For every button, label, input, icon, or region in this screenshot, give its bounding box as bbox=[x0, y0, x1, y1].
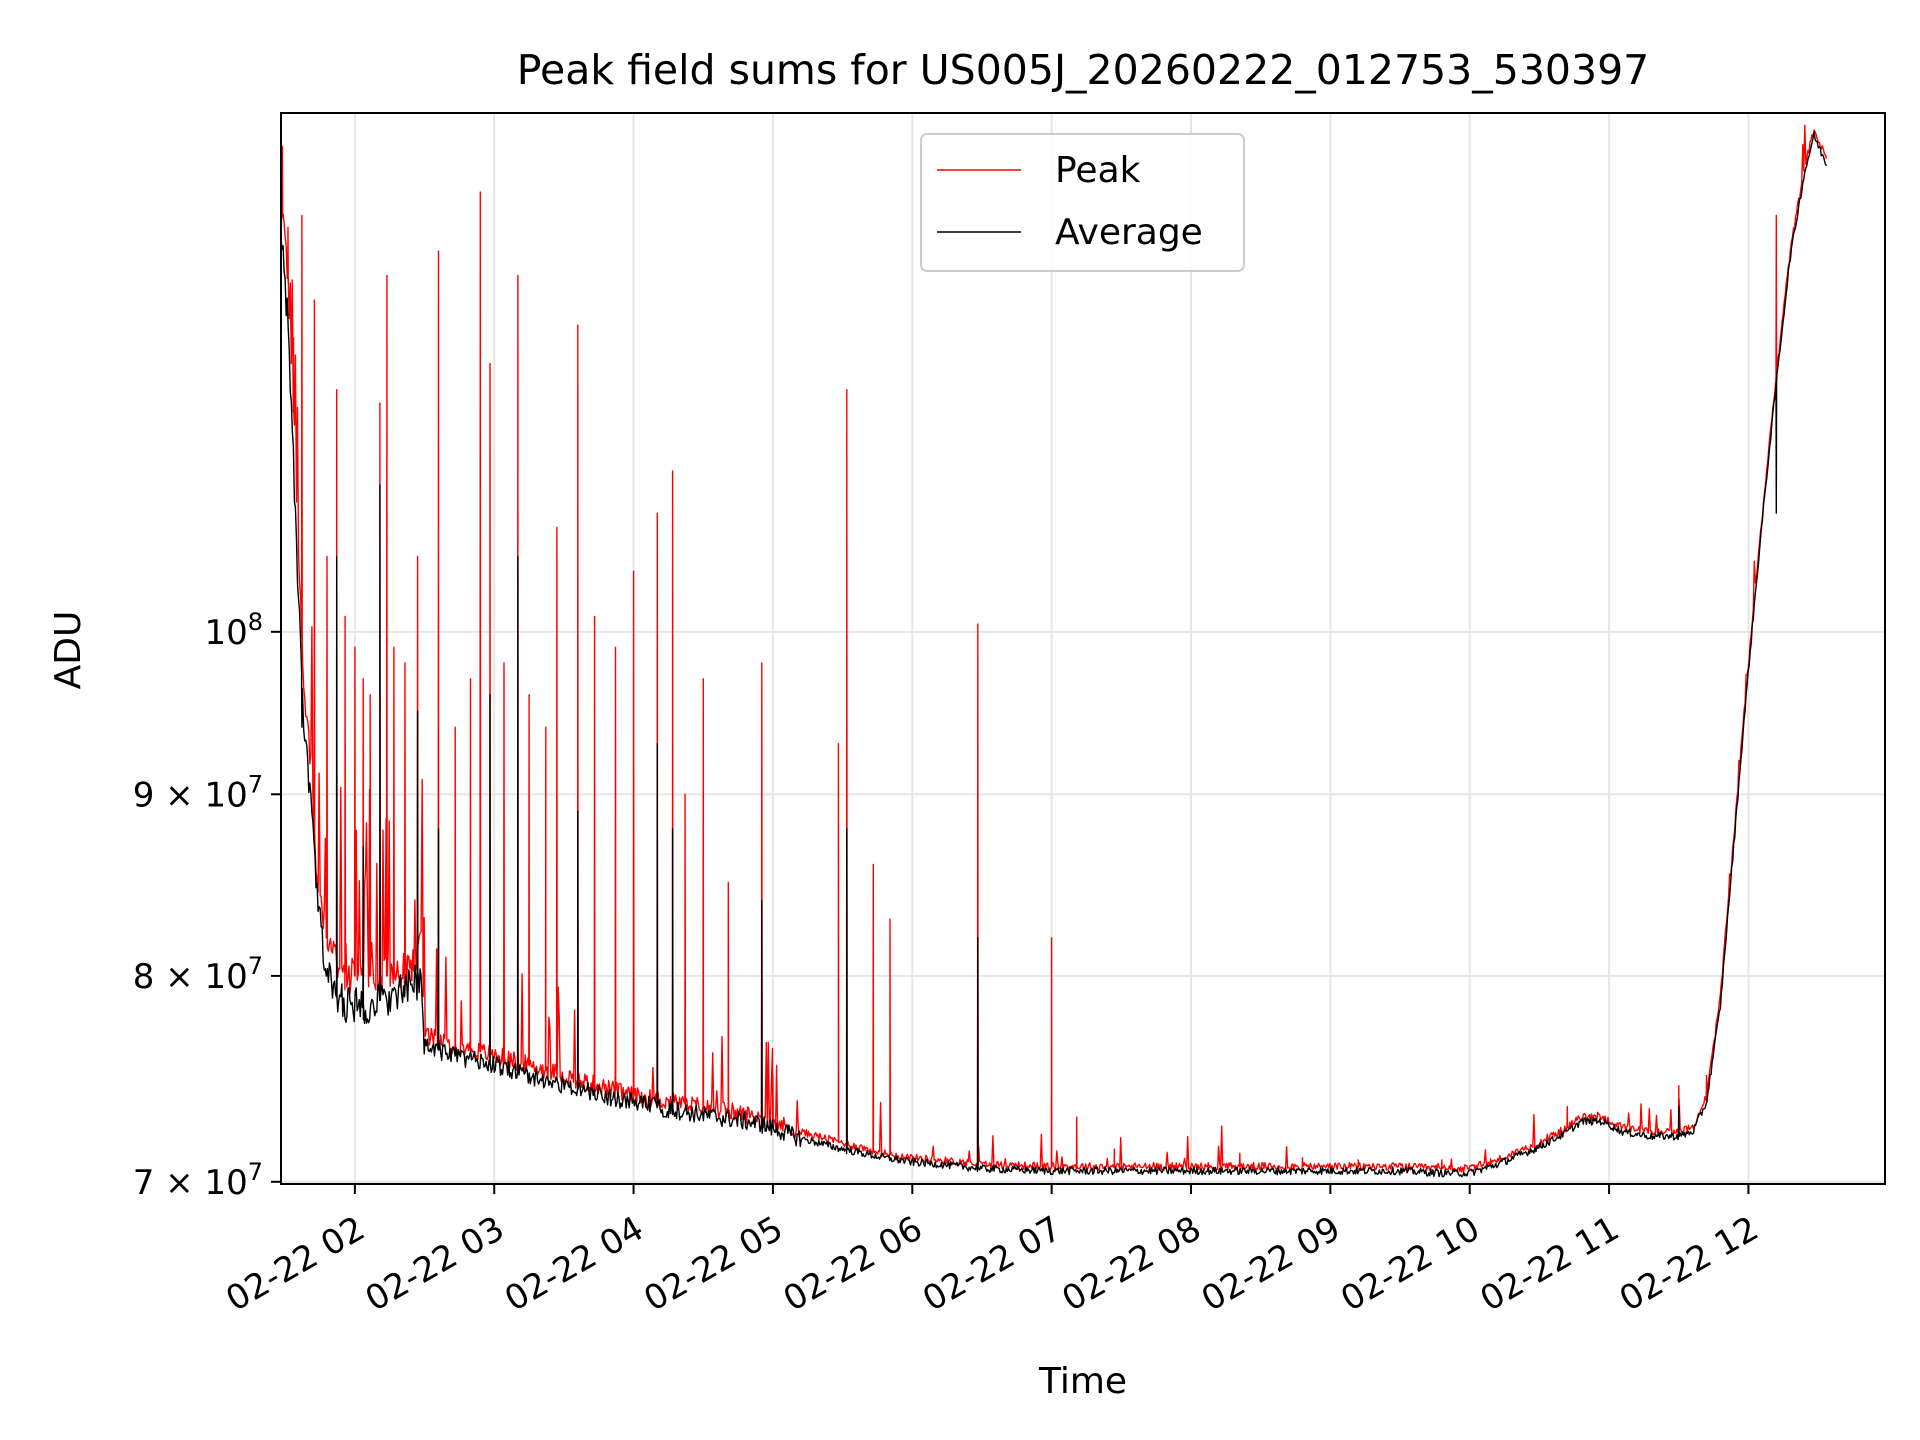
y-tick-label: 108 bbox=[204, 608, 263, 653]
y-tick-times: × 10 bbox=[154, 1163, 247, 1203]
y-tick-times: × 10 bbox=[154, 775, 247, 815]
y-tick-mantissa: 9 bbox=[133, 775, 155, 815]
legend: Peak Average bbox=[920, 133, 1245, 272]
y-tick-label: 7 × 107 bbox=[133, 1158, 263, 1203]
y-tick-label: 8 × 107 bbox=[133, 952, 263, 997]
plot-frame bbox=[280, 112, 1886, 1185]
series-layer bbox=[280, 124, 1828, 1178]
y-axis-label: ADU bbox=[48, 611, 89, 690]
y-tick-exponent: 7 bbox=[248, 770, 263, 798]
y-tick-mantissa: 7 bbox=[133, 1163, 155, 1203]
legend-label-peak: Peak bbox=[1055, 150, 1141, 191]
legend-label-average: Average bbox=[1055, 212, 1203, 253]
y-tick-times: × 10 bbox=[154, 957, 247, 997]
y-tick-base: 10 bbox=[204, 613, 247, 653]
chart-title: Peak field sums for US005J_20260222_0127… bbox=[517, 46, 1650, 94]
y-tick-exponent: 7 bbox=[248, 1158, 263, 1186]
y-tick-mantissa: 8 bbox=[133, 957, 155, 997]
grid bbox=[281, 113, 1885, 1184]
series-line-peak bbox=[280, 124, 1828, 1173]
y-tick-exponent: 7 bbox=[248, 952, 263, 980]
y-tick-label: 9 × 107 bbox=[133, 770, 263, 815]
x-axis-label: Time bbox=[1038, 1361, 1127, 1402]
legend-box bbox=[920, 133, 1245, 272]
series-line-average bbox=[280, 131, 1828, 1178]
y-tick-exponent: 8 bbox=[248, 608, 263, 636]
